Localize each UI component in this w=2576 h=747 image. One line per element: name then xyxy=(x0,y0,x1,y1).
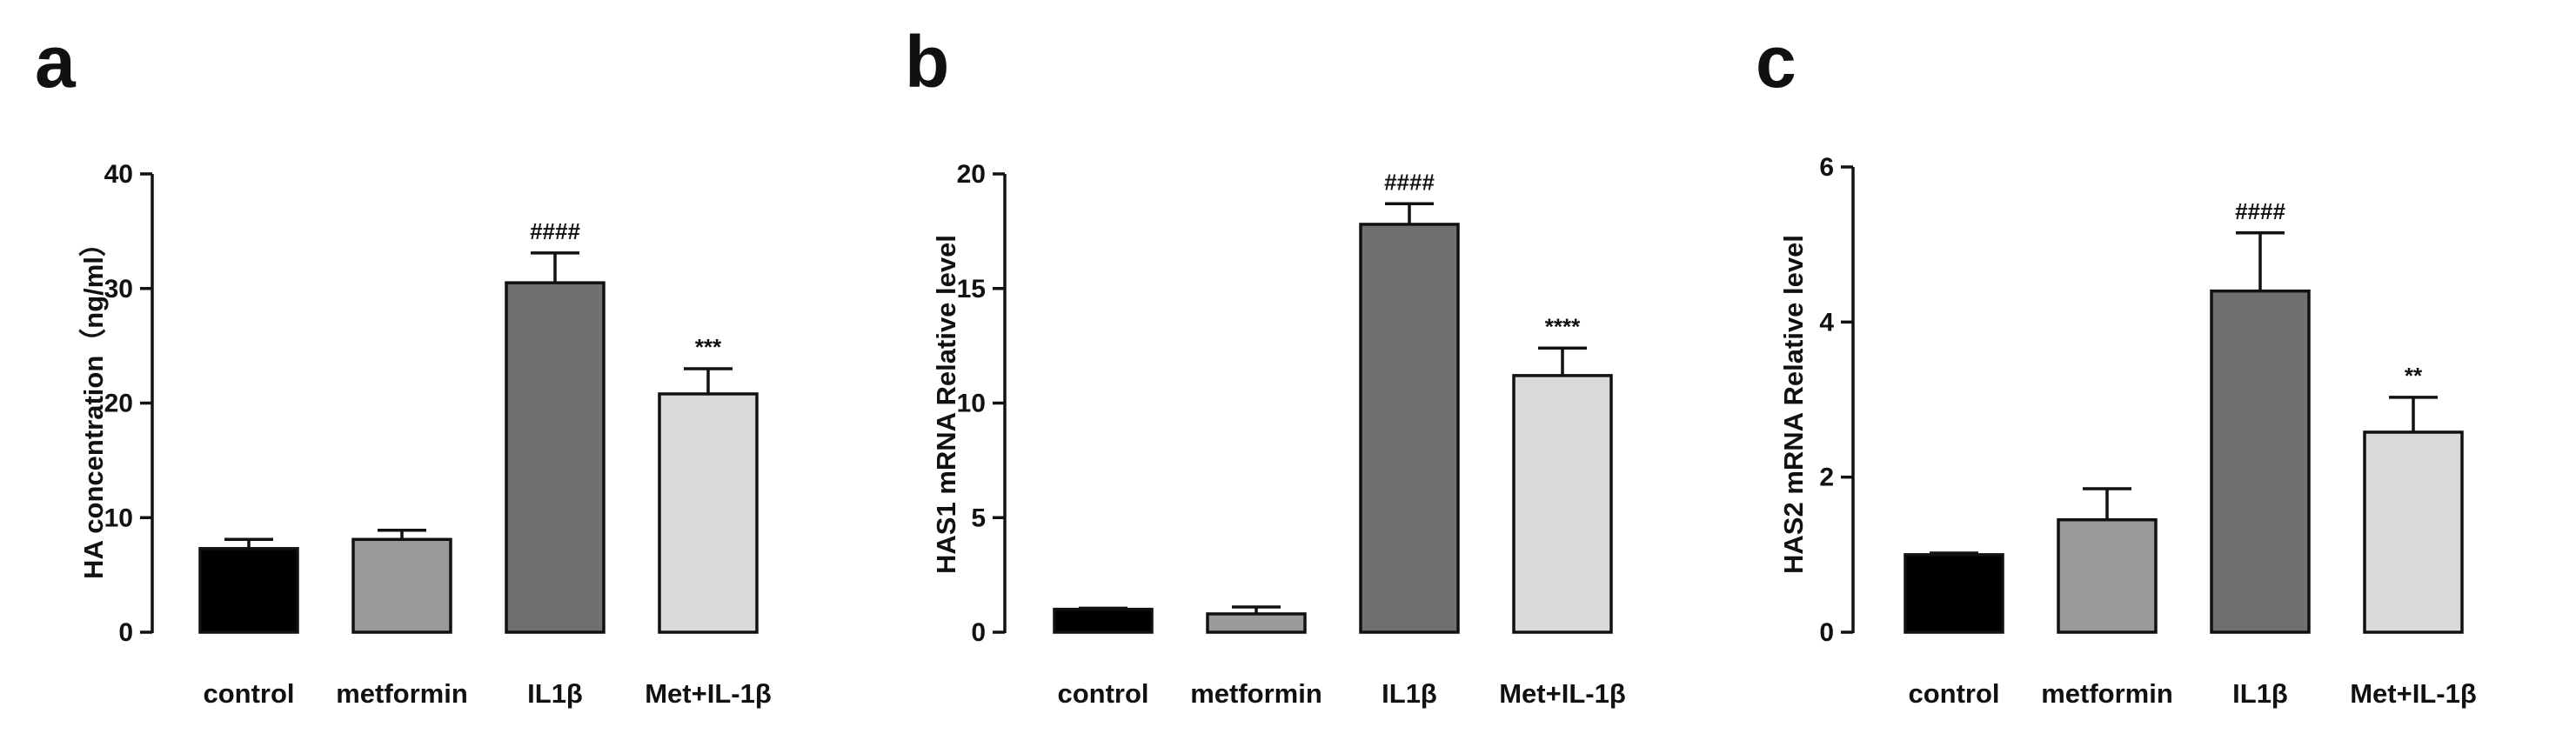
category-label-a: Met+IL-1β xyxy=(645,678,772,709)
category-label-b: control xyxy=(1057,678,1148,709)
y-tick-label-a: 10 xyxy=(104,504,133,532)
panel-c: c HAS2 mRNA Relative level 0 2 4 6 control me… xyxy=(1756,21,2477,709)
bar-c xyxy=(2363,430,2464,634)
bar-a xyxy=(198,547,299,634)
y-tick-label-a: 30 xyxy=(104,275,133,303)
significance-label-c: ** xyxy=(2405,363,2423,389)
category-label-b: IL1β xyxy=(1382,678,1437,709)
category-label-c: IL1β xyxy=(2232,678,2288,709)
bar-b xyxy=(1359,223,1460,634)
panel-letter-b: b xyxy=(905,21,949,103)
panel-letter-c: c xyxy=(1756,21,1797,103)
y-tick-label-b: 10 xyxy=(957,390,986,418)
y-tick-label-b: 15 xyxy=(957,275,986,303)
y-tick-label-c: 4 xyxy=(1819,308,1834,337)
bar-c xyxy=(2210,289,2311,634)
y-tick-label-a: 0 xyxy=(118,618,133,647)
significance-label-b: **** xyxy=(1545,313,1581,339)
category-label-a: metformin xyxy=(336,678,468,709)
category-label-b: Met+IL-1β xyxy=(1499,678,1626,709)
bar-c xyxy=(1904,553,2004,634)
y-tick-label-c: 2 xyxy=(1819,464,1834,492)
category-label-a: control xyxy=(203,678,294,709)
y-axis-label-a: HA concentration（ng/ml） xyxy=(78,230,109,579)
category-label-a: IL1β xyxy=(527,678,583,709)
category-label-c: control xyxy=(1908,678,1999,709)
significance-label-a: #### xyxy=(530,218,580,244)
y-tick-label-a: 40 xyxy=(104,160,133,189)
bar-b xyxy=(1512,374,1613,634)
panel-letter-a: a xyxy=(35,21,77,103)
category-label-c: Met+IL-1β xyxy=(2350,678,2477,709)
y-tick-label-c: 0 xyxy=(1819,618,1834,647)
y-axis-label-b: HAS1 mRNA Relative level xyxy=(931,235,961,574)
category-label-c: metformin xyxy=(2041,678,2173,709)
y-tick-label-a: 20 xyxy=(104,390,133,418)
y-tick-label-b: 20 xyxy=(957,160,986,189)
panel-a: a HA concentration（ng/ml） 0 10 20 30 40 contr… xyxy=(35,21,772,709)
significance-label-b: #### xyxy=(1384,169,1435,195)
y-tick-label-b: 5 xyxy=(971,504,986,532)
bar-b xyxy=(1206,612,1307,634)
bar-b xyxy=(1053,607,1154,634)
panel-b: b HAS1 mRNA Relative level 0 5 10 15 20 contr… xyxy=(905,21,1626,709)
y-axis-label-c: HAS2 mRNA Relative level xyxy=(1778,235,1809,574)
bar-a xyxy=(351,537,452,634)
y-tick-label-c: 6 xyxy=(1819,153,1834,182)
bar-a xyxy=(505,281,606,634)
category-label-b: metformin xyxy=(1190,678,1322,709)
y-tick-label-b: 0 xyxy=(971,618,986,647)
significance-label-c: #### xyxy=(2235,198,2285,224)
bar-a xyxy=(658,392,759,634)
bar-c xyxy=(2057,517,2158,634)
significance-label-a: *** xyxy=(695,334,722,360)
